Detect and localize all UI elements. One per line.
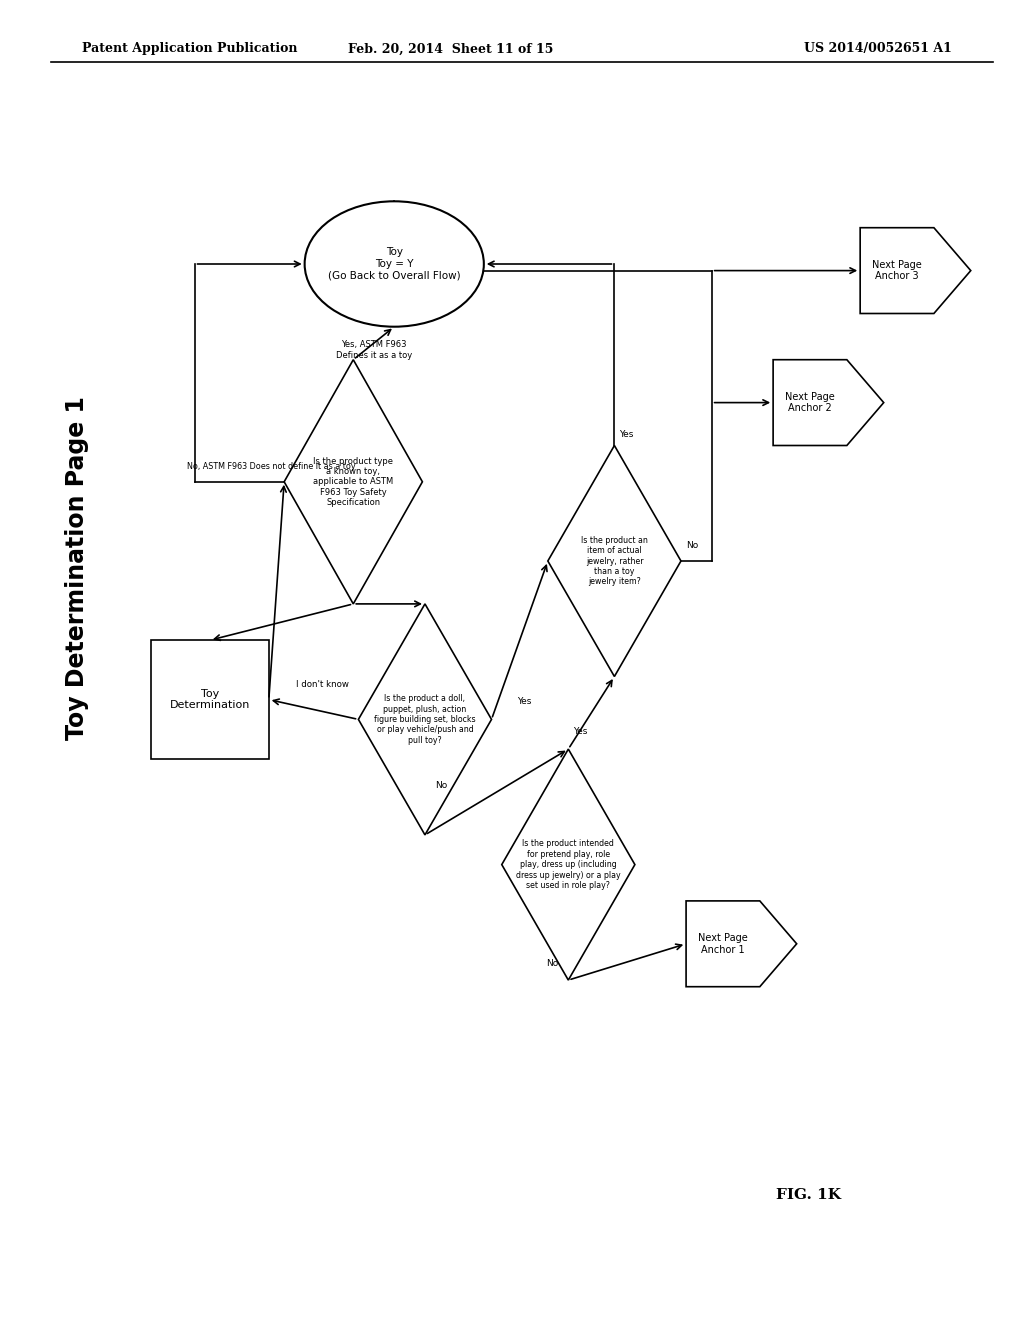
Text: Is the product intended
for pretend play, role
play, dress up (including
dress u: Is the product intended for pretend play… bbox=[516, 840, 621, 890]
Text: Yes: Yes bbox=[573, 727, 588, 737]
Text: No: No bbox=[435, 781, 447, 789]
Polygon shape bbox=[548, 446, 681, 677]
Text: US 2014/0052651 A1: US 2014/0052651 A1 bbox=[805, 42, 952, 55]
Text: Next Page
Anchor 3: Next Page Anchor 3 bbox=[872, 260, 922, 281]
Text: No: No bbox=[546, 960, 558, 968]
Text: Is the product type
a known toy,
applicable to ASTM
F963 Toy Safety
Specificatio: Is the product type a known toy, applica… bbox=[313, 457, 393, 507]
Ellipse shape bbox=[305, 201, 484, 327]
Text: Is the product a doll,
puppet, plush, action
figure building set, blocks
or play: Is the product a doll, puppet, plush, ac… bbox=[374, 694, 476, 744]
Text: FIG. 1K: FIG. 1K bbox=[776, 1188, 842, 1201]
Text: Is the product an
item of actual
jewelry, rather
than a toy
jewelry item?: Is the product an item of actual jewelry… bbox=[581, 536, 648, 586]
Text: Yes: Yes bbox=[620, 430, 634, 438]
Polygon shape bbox=[860, 227, 971, 313]
Text: Patent Application Publication: Patent Application Publication bbox=[82, 42, 297, 55]
Polygon shape bbox=[686, 900, 797, 987]
Text: No, ASTM F963 Does not define it as a toy: No, ASTM F963 Does not define it as a to… bbox=[187, 462, 355, 471]
Polygon shape bbox=[773, 360, 884, 446]
Polygon shape bbox=[358, 605, 492, 834]
Text: Feb. 20, 2014  Sheet 11 of 15: Feb. 20, 2014 Sheet 11 of 15 bbox=[348, 42, 553, 55]
Text: Yes, ASTM F963
Defines it as a toy: Yes, ASTM F963 Defines it as a toy bbox=[336, 341, 412, 359]
Text: Next Page
Anchor 2: Next Page Anchor 2 bbox=[785, 392, 835, 413]
Text: Yes: Yes bbox=[517, 697, 531, 706]
Text: Toy
Toy = Y
(Go Back to Overall Flow): Toy Toy = Y (Go Back to Overall Flow) bbox=[328, 247, 461, 281]
Text: No: No bbox=[686, 541, 698, 550]
Text: Toy Determination Page 1: Toy Determination Page 1 bbox=[65, 396, 89, 739]
FancyBboxPatch shape bbox=[152, 640, 268, 759]
Text: Next Page
Anchor 1: Next Page Anchor 1 bbox=[698, 933, 748, 954]
Text: Toy
Determination: Toy Determination bbox=[170, 689, 250, 710]
Text: I don't know: I don't know bbox=[296, 680, 349, 689]
Polygon shape bbox=[502, 750, 635, 979]
Polygon shape bbox=[284, 359, 422, 605]
